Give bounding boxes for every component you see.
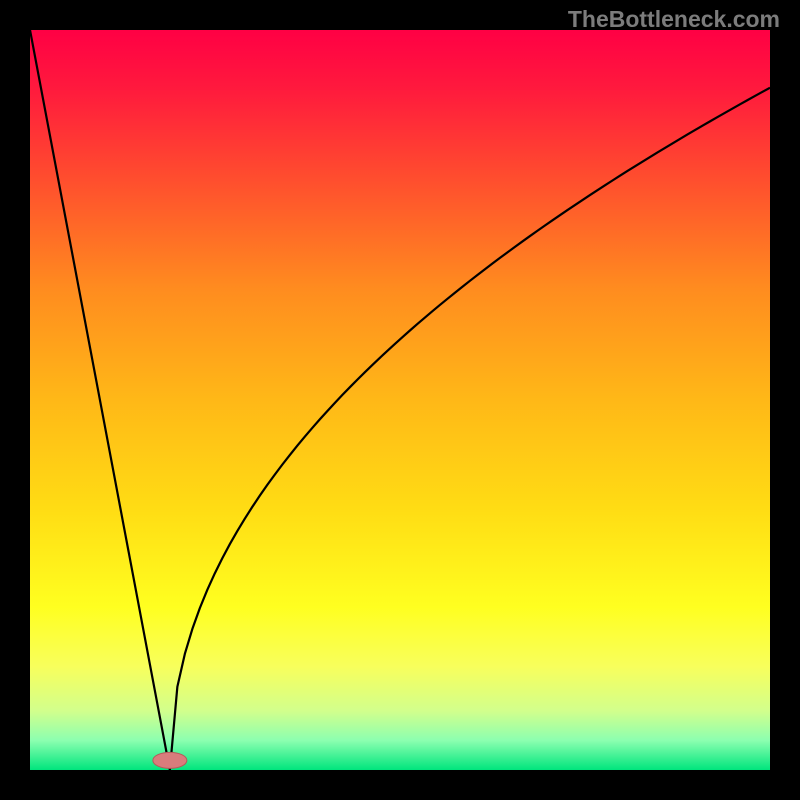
plot-area [30, 30, 770, 770]
chart-container: TheBottleneck.com [0, 0, 800, 800]
gradient-background [30, 30, 770, 770]
optimal-point-marker [153, 752, 187, 768]
chart-svg [30, 30, 770, 770]
watermark-text: TheBottleneck.com [568, 6, 780, 33]
